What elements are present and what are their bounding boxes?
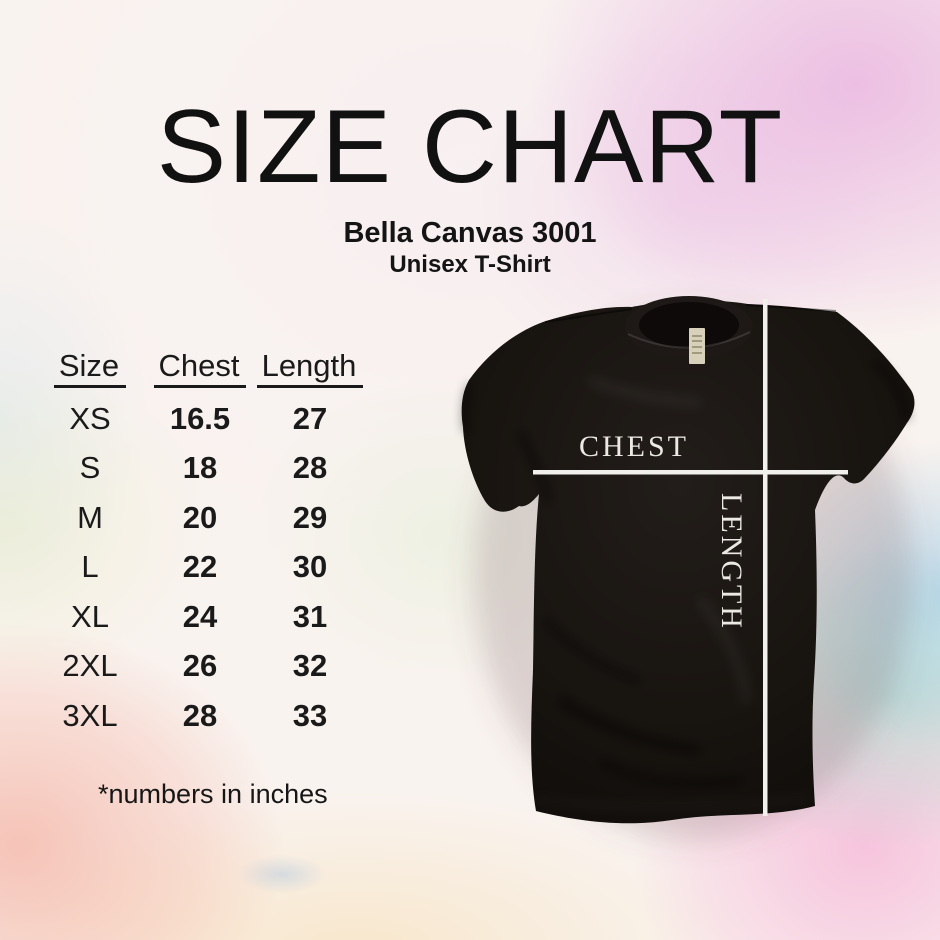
length-value: 28 bbox=[292, 450, 328, 486]
chest-measure-label: CHEST bbox=[579, 430, 689, 463]
chest-value: 18 bbox=[182, 450, 218, 486]
size-table: Size Chest Length XS 16.5 27 S 18 28 M 2… bbox=[30, 338, 370, 741]
size-cell: L bbox=[81, 549, 99, 585]
length-value: 33 bbox=[292, 697, 328, 733]
chest-value: 16.5 bbox=[169, 400, 231, 436]
column-header-size: Size bbox=[53, 348, 127, 388]
column-header-length: Length bbox=[256, 348, 364, 388]
size-cell: S bbox=[79, 450, 101, 486]
length-value: 27 bbox=[292, 400, 328, 436]
neck-tag bbox=[689, 328, 705, 364]
chest-value: 24 bbox=[182, 598, 218, 634]
tshirt-body bbox=[461, 300, 915, 824]
chest-value: 28 bbox=[182, 697, 218, 733]
collar bbox=[544, 296, 837, 358]
size-cell: M bbox=[77, 499, 103, 535]
column-header-chest: Chest bbox=[153, 348, 247, 388]
size-cell: XS bbox=[69, 400, 111, 436]
chest-value: 22 bbox=[182, 549, 218, 585]
length-value: 30 bbox=[292, 549, 328, 585]
units-footnote: *numbers in inches bbox=[98, 779, 328, 809]
page-title: SIZE CHART bbox=[156, 89, 784, 205]
subtitle-product: Bella Canvas 3001 bbox=[343, 217, 597, 249]
subtitle-style: Unisex T-Shirt bbox=[389, 251, 551, 278]
length-measure-label: LENGTH bbox=[715, 493, 748, 631]
chest-value: 26 bbox=[182, 648, 218, 684]
chest-measure-line bbox=[533, 470, 848, 475]
length-value: 29 bbox=[292, 499, 328, 535]
chest-value: 20 bbox=[182, 499, 218, 535]
size-cell: 2XL bbox=[62, 648, 118, 684]
size-cell: 3XL bbox=[62, 697, 118, 733]
size-cell: XL bbox=[71, 598, 109, 634]
length-measure-line bbox=[763, 299, 768, 816]
length-value: 31 bbox=[292, 598, 328, 634]
length-value: 32 bbox=[292, 648, 328, 684]
